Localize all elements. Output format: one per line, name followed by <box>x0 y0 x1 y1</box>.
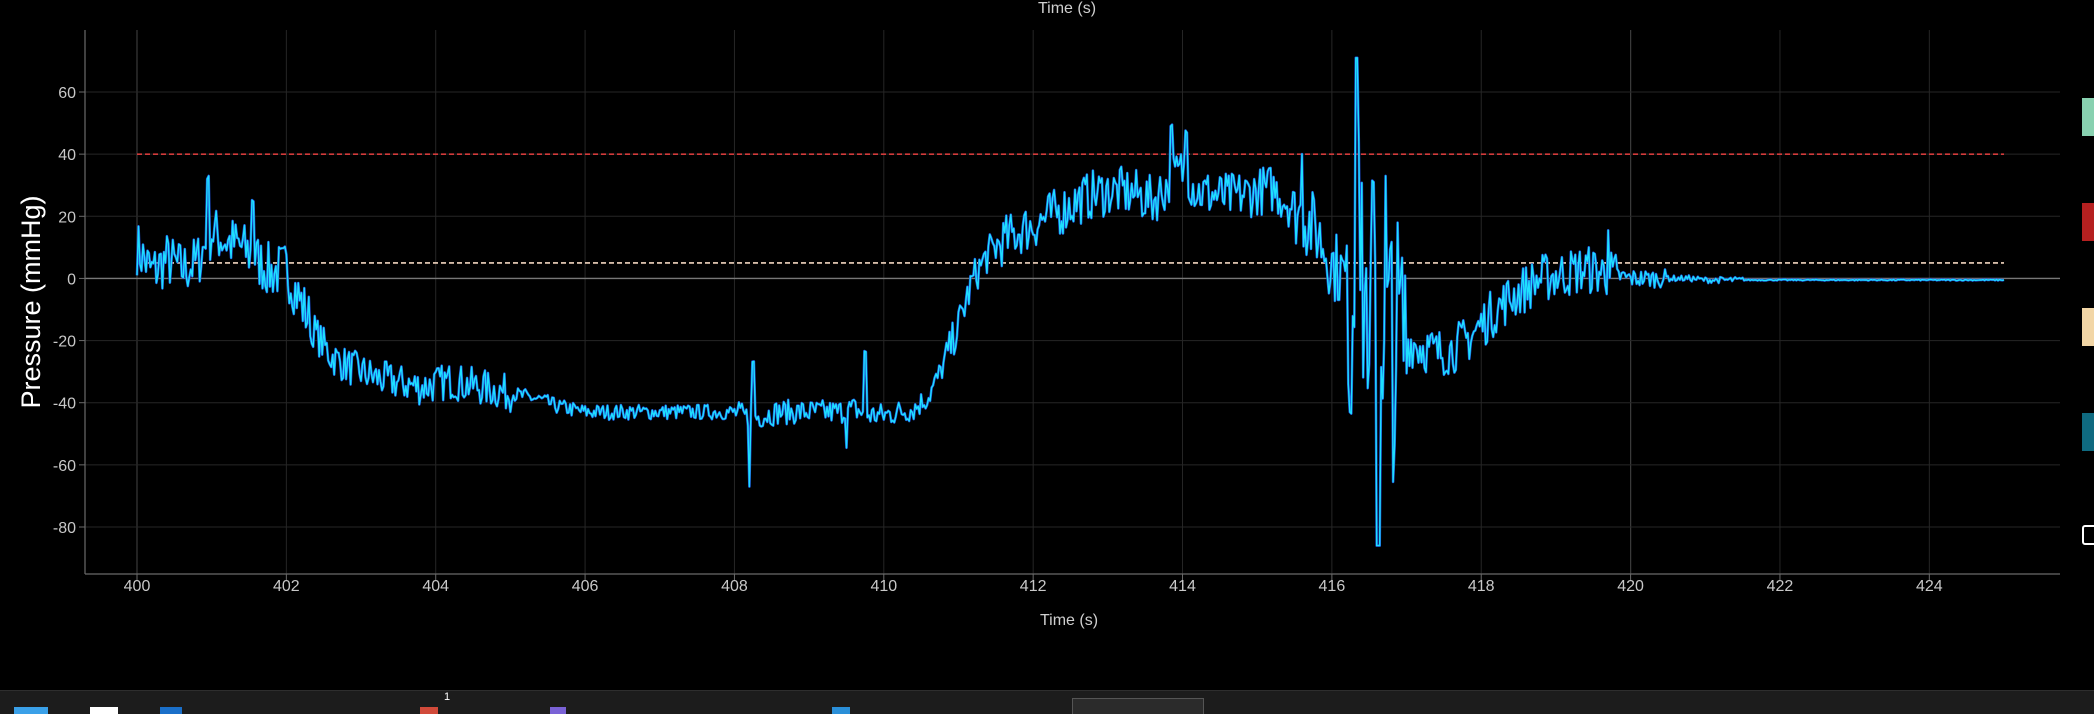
x-tick-label: 418 <box>1468 578 1495 595</box>
legend-swatch[interactable] <box>2082 413 2094 451</box>
plot-frame <box>84 30 2060 575</box>
y-tick-label: -40 <box>53 396 76 413</box>
taskbar: 1 <box>0 690 2094 714</box>
legend-swatch[interactable] <box>2082 98 2094 136</box>
legend-checkbox[interactable] <box>2082 525 2094 545</box>
active-window-icon[interactable] <box>1072 698 1204 714</box>
app-icon[interactable] <box>160 707 182 714</box>
x-axis-ticks: 400 402 404 406 408 410 412 414 416 418 420 422 424 <box>124 574 1943 595</box>
y-tick-label: 40 <box>58 147 76 164</box>
x-tick-label: 408 <box>721 578 748 595</box>
file-icon[interactable] <box>90 707 118 714</box>
y-tick-label: 0 <box>67 271 76 288</box>
x-tick-label: 400 <box>124 578 151 595</box>
x-tick-label: 412 <box>1020 578 1047 595</box>
x-tick-label: 420 <box>1617 578 1644 595</box>
notification-badge: 1 <box>444 691 451 703</box>
x-tick-label: 410 <box>870 578 897 595</box>
x-tick-label: 402 <box>273 578 300 595</box>
y-axis-title: Pressure (mmHg) <box>16 195 46 408</box>
y-tick-label: 60 <box>58 85 76 102</box>
diamond-app-icon[interactable] <box>832 707 850 714</box>
y-tick-label: -80 <box>53 520 76 537</box>
x-tick-label: 404 <box>422 578 449 595</box>
x-tick-label: 422 <box>1767 578 1794 595</box>
x-tick-label: 414 <box>1169 578 1196 595</box>
pressure-trace <box>135 56 2005 547</box>
x-tick-label: 416 <box>1319 578 1346 595</box>
legend-swatch[interactable] <box>2082 203 2094 241</box>
legend-swatch[interactable] <box>2082 308 2094 346</box>
pen-app-icon[interactable] <box>550 707 566 714</box>
pressure-trace-line <box>136 57 2005 547</box>
pressure-trace-shadow <box>135 56 2005 547</box>
chart-grid <box>85 30 2060 574</box>
y-tick-label: -60 <box>53 458 76 475</box>
y-tick-label: 20 <box>58 209 76 226</box>
notification-app-icon[interactable] <box>420 707 438 714</box>
windows-start-icon[interactable] <box>14 707 48 714</box>
pressure-chart: 400 402 404 406 408 410 412 414 416 418 420 422 424 … <box>16 0 2060 629</box>
y-tick-label: -20 <box>53 334 76 351</box>
x-tick-label: 424 <box>1916 578 1943 595</box>
y-axis-ticks: 60 40 20 0 -20 -40 -60 -80 <box>53 85 85 537</box>
x-tick-label: 406 <box>572 578 599 595</box>
threshold-lines <box>137 153 2004 264</box>
x-axis-title: Time (s) <box>1040 612 1098 629</box>
top-axis-title: Time (s) <box>1038 0 1096 17</box>
